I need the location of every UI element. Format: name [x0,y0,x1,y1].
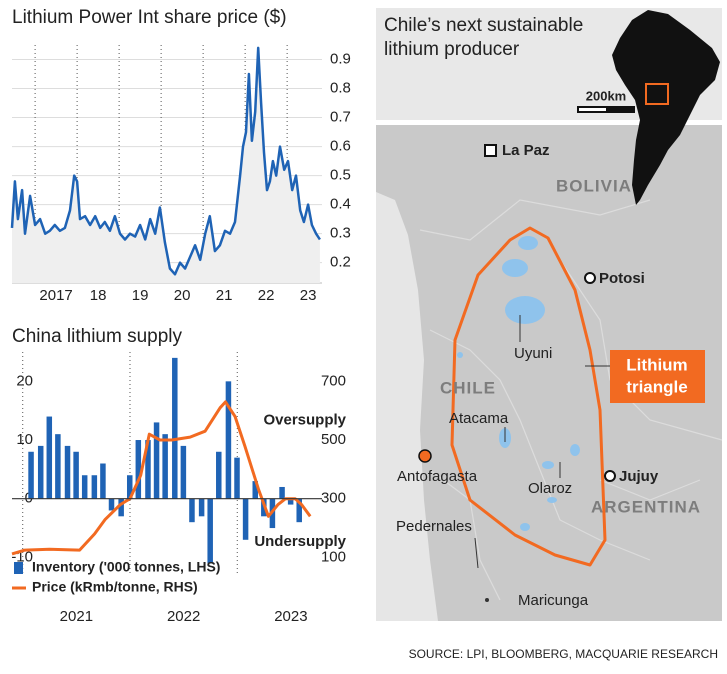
bar [242,498,249,540]
continent [612,10,720,205]
bar [81,475,88,499]
map-title: lithium producer [384,39,520,60]
bar [252,481,258,499]
y-tick-label: 0.4 [330,196,351,213]
place-label: Maricunga [518,592,589,609]
bar [46,416,53,499]
bar [216,451,222,499]
place-label: Atacama [449,410,509,427]
callout-label: Lithium [626,355,687,374]
bar [64,445,71,499]
bar [153,422,160,499]
bar [145,440,151,499]
x-tick-label: 20 [174,287,191,304]
bar [287,498,294,505]
scale-label: 200km [586,88,626,103]
place-label: La Paz [502,142,550,159]
x-tick-label: 22 [258,287,275,304]
y-tick-label: 0.9 [330,50,351,67]
map-title: Chile’s next sustainable [384,15,583,36]
chart-title: Lithium Power Int share price ($) [12,7,287,28]
capital-marker [484,144,497,157]
place-label: Potosi [599,270,645,287]
ocean [376,192,438,621]
y2-tick-label: 700 [321,372,346,389]
x-tick-label: 23 [300,287,317,304]
callout-box [610,350,705,403]
leader [474,537,479,569]
annotation: Undersupply [254,533,346,550]
annotation: Oversupply [263,412,346,429]
x-tick-label: 19 [132,287,149,304]
bar [296,498,302,523]
callout-label: triangle [626,377,687,396]
bar [198,498,205,517]
y-tick-label: 0.7 [330,109,351,126]
bar [234,457,240,499]
x-tick-label: 2021 [60,608,93,625]
y-tick-label: 0.8 [330,80,351,97]
bar [100,463,106,499]
city-marker [418,449,432,463]
bar [108,498,115,511]
bar [28,451,34,499]
source: SOURCE: LPI, BLOOMBERG, MACQUARIE RESEAR… [409,647,718,661]
bar [172,357,178,499]
locator [645,83,669,105]
y2-tick-label: 100 [321,548,346,565]
y-tick-label: 0.6 [330,138,351,155]
bar [126,475,133,499]
y-tick-label: 10 [16,431,33,448]
bar [207,498,213,564]
x-tick-label: 2017 [39,287,72,304]
city-marker [584,272,596,284]
scale-bar-fill [579,108,606,111]
place-label: Antofagasta [397,468,478,485]
bar [135,440,142,499]
x-tick-label: 2023 [274,608,307,625]
place-label: Pedernales [396,518,472,535]
city-marker [604,470,616,482]
y2-tick-label: 300 [321,490,346,507]
place-marker [485,598,489,602]
country-label: BOLIVIA [556,176,632,195]
chart-title: China lithium supply [12,326,183,347]
bar [180,445,187,499]
bar [162,434,168,499]
y2-tick-label: 500 [321,431,346,448]
lithium-triangle-outline [450,226,607,567]
x-tick-label: 18 [90,287,107,304]
price-line [10,46,321,276]
country-label: CHILE [440,378,496,397]
bar [73,451,79,499]
bar [37,445,44,499]
bar [225,381,232,499]
y-tick-label: 0.2 [330,254,351,271]
y-tick-label: 0.3 [330,225,351,242]
bar [189,498,195,523]
salt-lakes [457,236,580,531]
bar [55,434,61,499]
y-tick-label: 0.5 [330,167,351,184]
x-tick-label: 21 [216,287,233,304]
place-label: Jujuy [619,468,659,485]
place-label: Olaroz [528,480,572,497]
bar [279,486,285,499]
bar [91,475,98,499]
bar [118,498,124,517]
x-tick-label: 2022 [167,608,200,625]
y-tick-label: 20 [16,372,33,389]
price-line [11,400,312,556]
map: 200km Chile’s next sustainable lithium p… [376,8,723,621]
legend-label: Inventory ('000 tonnes, LHS) [32,559,220,575]
place-label: Uyuni [514,345,552,362]
legend-swatch [14,562,23,574]
country-label: ARGENTINA [591,497,701,516]
legend-label: Price (kRmb/tonne, RHS) [32,579,198,595]
